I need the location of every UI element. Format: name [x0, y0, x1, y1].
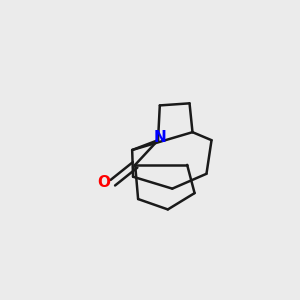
Text: N: N [153, 130, 166, 145]
Text: O: O [98, 175, 110, 190]
